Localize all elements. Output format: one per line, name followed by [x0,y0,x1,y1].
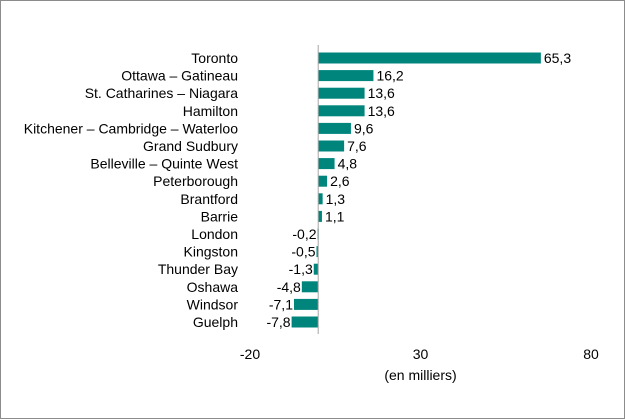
category-label-14: Windsor [187,296,239,312]
x-tick-label-1: 30 [413,346,429,362]
bar-7 [318,175,328,187]
value-label-14: -7,1 [269,296,293,312]
x-tick-label-0: -20 [240,346,260,362]
category-label-1: Ottawa – Gatineau [121,68,238,84]
value-label-5: 7,6 [347,138,367,154]
value-label-3: 13,6 [368,103,395,119]
bar-1 [318,70,374,82]
value-label-7: 2,6 [330,173,350,189]
value-label-13: -4,8 [277,279,301,295]
bars-group [291,52,541,328]
bar-14 [293,298,319,310]
bar-9 [318,210,322,222]
value-label-8: 1,3 [326,191,346,207]
category-label-5: Grand Sudbury [143,138,238,154]
bar-4 [318,122,351,134]
value-label-6: 4,8 [338,156,358,172]
category-label-15: Guelph [193,314,238,330]
category-label-4: Kitchener – Cambridge – Waterloo [24,120,238,136]
bar-2 [318,87,365,99]
category-label-8: Brantford [180,191,238,207]
category-label-2: St. Catharines – Niagara [85,85,239,101]
value-label-1: 16,2 [376,68,403,84]
bar-5 [318,140,345,152]
value-label-2: 13,6 [368,85,395,101]
bar-8 [318,193,323,205]
value-label-11: -0,5 [291,244,315,260]
value-label-4: 9,6 [354,120,374,136]
category-label-3: Hamilton [183,103,238,119]
category-label-12: Thunder Bay [158,261,238,277]
x-tick-label-2: 80 [583,346,599,362]
category-label-13: Oshawa [187,279,239,295]
category-label-10: London [191,226,238,242]
category-label-0: Toronto [191,50,238,66]
x-axis-ticks: -20 30 80 [240,346,599,362]
category-label-7: Peterborough [153,173,238,189]
x-axis-title: (en milliers) [384,367,456,383]
value-label-9: 1,1 [325,208,345,224]
bar-15 [291,316,319,328]
value-label-0: 65,3 [544,50,571,66]
value-label-10: -0,2 [292,226,316,242]
bar-11 [316,246,319,258]
category-label-9: Barrie [201,208,239,224]
bar-12 [313,263,319,275]
category-label-6: Belleville – Quinte West [90,156,238,172]
bar-6 [318,158,335,170]
value-labels: 65,316,213,613,69,67,64,82,61,31,1-0,2-0… [266,50,571,330]
category-label-11: Kingston [184,244,238,260]
value-label-12: -1,3 [289,261,313,277]
value-label-15: -7,8 [266,314,290,330]
bar-13 [301,281,319,293]
bar-0 [318,52,541,64]
bar-3 [318,105,365,117]
